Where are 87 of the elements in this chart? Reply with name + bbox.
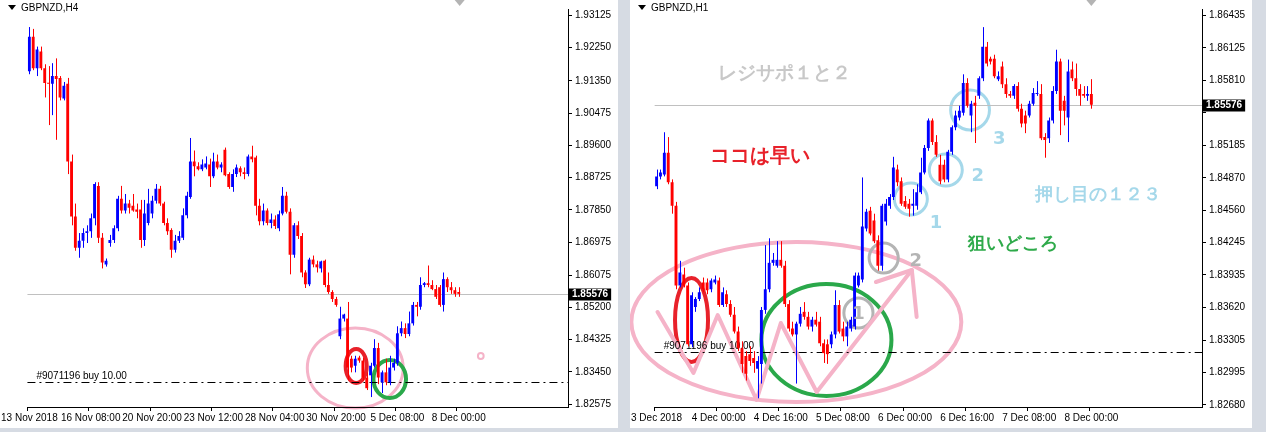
candlestick <box>418 276 422 311</box>
y-tick-label: 1.92250 <box>575 41 612 53</box>
chart-title: GBPNZD,H1 <box>651 2 709 13</box>
candlestick <box>732 306 736 335</box>
candlestick <box>246 154 250 177</box>
annotation: 3 <box>992 127 1006 148</box>
chart-title: GBPNZD,H4 <box>21 2 79 13</box>
x-tick-label: 6 Dec 16:00 <box>940 411 995 423</box>
candlestick <box>384 358 388 386</box>
candlestick <box>973 95 977 144</box>
candlestick <box>338 306 342 340</box>
candlestick <box>1074 63 1078 97</box>
y-tick-label: 1.82995 <box>1209 366 1246 378</box>
x-tick-label: 8 Dec 00:00 <box>1064 411 1119 423</box>
candlestick <box>119 185 123 215</box>
candlestick <box>763 244 767 315</box>
y-tick-label: 1.89600 <box>575 139 612 151</box>
x-tick-label: 16 Nov 08:00 <box>60 411 121 423</box>
y-tick-label: 1.86075 <box>575 269 612 280</box>
candlestick <box>380 370 384 394</box>
candlestick <box>798 306 802 328</box>
y-tick-label: 1.86125 <box>1209 41 1246 53</box>
y-tick-label: 1.83450 <box>575 365 612 377</box>
candlestick <box>284 191 288 215</box>
ref-line-label: 1.85576 <box>572 288 609 300</box>
candlestick <box>208 158 211 188</box>
y-tick-label: 1.84560 <box>1209 203 1246 215</box>
x-tick-label: 5 Dec 08:00 <box>815 411 871 423</box>
y-tick-label: 1.90475 <box>575 106 612 118</box>
y-tick-label: 1.91350 <box>575 74 612 86</box>
x-tick-label: 7 Dec 08:00 <box>1002 411 1057 423</box>
candlestick <box>942 159 946 183</box>
candlestick <box>50 62 54 116</box>
x-tick-label: 4 Dec 00:00 <box>691 411 747 423</box>
ref-line-label: #9071196 buy 10.00 <box>35 369 128 381</box>
y-tick-label: 1.85810 <box>1209 74 1246 86</box>
candlestick <box>261 203 265 226</box>
annotation: ココは早い <box>709 143 810 167</box>
candlestick <box>670 178 674 215</box>
candlestick <box>678 260 682 288</box>
y-tick-label: 1.83305 <box>1209 333 1246 345</box>
x-tick-label: 23 Nov 12:00 <box>183 411 244 423</box>
candlestick <box>54 57 58 141</box>
y-tick-label: 1.86435 <box>1209 9 1246 21</box>
annotation: 押し目の１２３ <box>1035 183 1162 204</box>
candlestick <box>62 81 66 101</box>
y-tick-label: 1.83935 <box>1209 268 1246 280</box>
x-tick-label: 4 Dec 16:00 <box>753 411 809 423</box>
candlestick <box>123 193 127 215</box>
y-tick-label: 1.85185 <box>1209 139 1246 151</box>
candlestick <box>169 227 173 259</box>
y-tick-label: 1.84870 <box>1209 171 1246 183</box>
x-tick-label: 5 Dec 08:00 <box>370 411 425 423</box>
candlestick <box>47 65 50 126</box>
annotation: 1 <box>929 211 943 232</box>
y-tick-label: 1.85200 <box>575 301 612 313</box>
x-tick-label: 20 Nov 20:00 <box>122 411 183 423</box>
annotation: 2 <box>909 249 922 270</box>
candlestick <box>662 131 666 177</box>
y-tick-label: 1.84245 <box>1209 236 1246 248</box>
x-tick-label: 30 Nov 20:00 <box>306 411 367 423</box>
candlestick <box>965 77 969 109</box>
y-tick-label: 1.86975 <box>575 235 612 247</box>
candlestick <box>388 355 392 386</box>
candlestick <box>845 321 849 347</box>
candlestick <box>825 338 829 365</box>
candlestick <box>934 134 938 158</box>
annotation: 狙いどころ <box>968 232 1059 253</box>
y-tick-label: 1.93125 <box>575 9 612 21</box>
candlestick <box>211 152 215 179</box>
x-tick-label: 6 Dec 00:00 <box>878 411 933 423</box>
y-tick-label: 1.82575 <box>575 397 612 409</box>
x-tick-label: 28 Nov 04:00 <box>244 411 305 423</box>
y-tick-label: 1.84325 <box>575 333 612 345</box>
y-tick-label: 1.83620 <box>1209 301 1246 313</box>
y-tick-label: 1.87850 <box>575 203 612 215</box>
x-tick-label: 3 Dec 2018 <box>631 411 683 423</box>
x-tick-label: 8 Dec 00:00 <box>431 411 487 423</box>
y-tick-label: 1.82680 <box>1209 398 1246 410</box>
candlestick <box>77 232 81 259</box>
candlestick <box>752 350 756 374</box>
ref-line-label: 1.85576 <box>1206 99 1243 111</box>
candlestick <box>1023 110 1027 134</box>
y-tick-label: 1.88725 <box>575 171 612 183</box>
x-tick-label: 13 Nov 2018 <box>1 411 59 423</box>
candlestick <box>930 117 934 146</box>
annotation: 2 <box>971 164 985 185</box>
